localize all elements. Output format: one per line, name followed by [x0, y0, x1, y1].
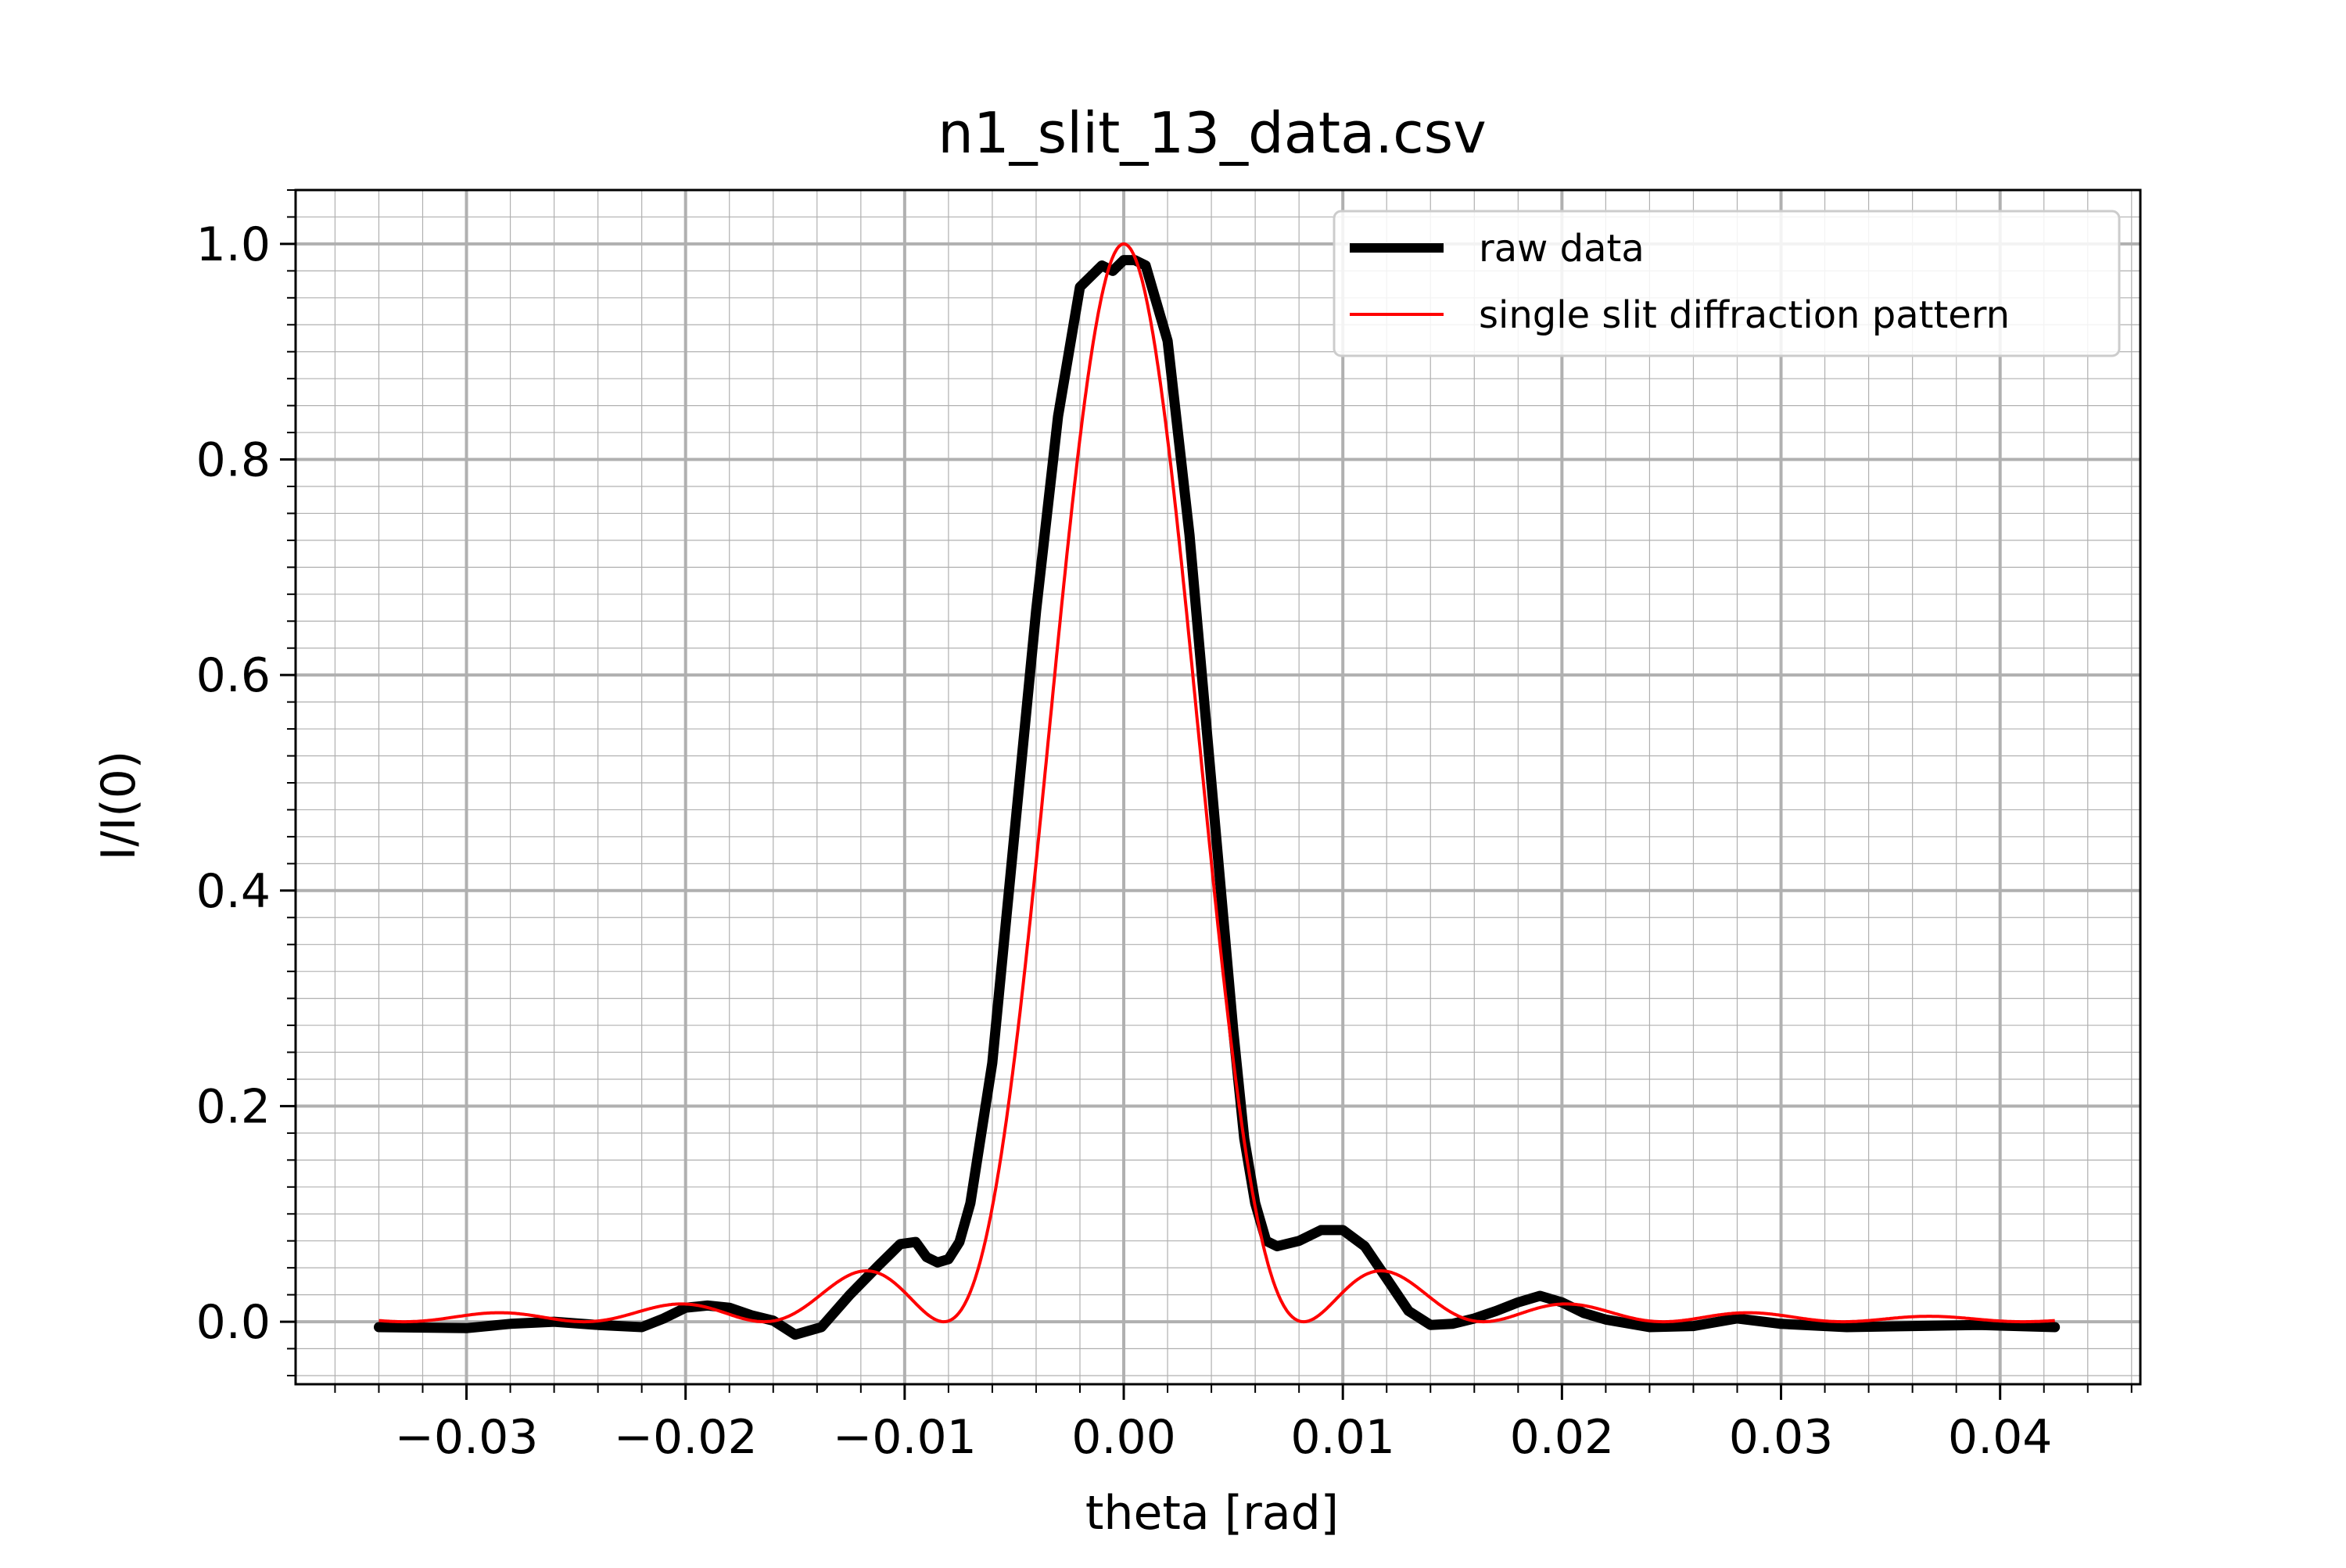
y-tick-label: 0.8	[196, 433, 271, 488]
series-raw-data-line	[374, 255, 2061, 1340]
x-tick-label: 0.04	[1948, 1410, 2053, 1465]
ticks-layer: −0.03 −0.02 −0.01 0.00 0.01 0.02 0.03 0.04 0.0 0.…	[196, 189, 2133, 1465]
plot-frame	[294, 188, 2142, 1386]
y-tick-label: 0.6	[196, 648, 271, 703]
y-tick-label: 0.0	[196, 1295, 271, 1350]
legend: raw data single slit diffraction pattern	[1333, 210, 2121, 357]
x-tick-label: −0.03	[395, 1410, 539, 1465]
x-tick-label: 0.03	[1729, 1410, 1834, 1465]
x-tick-label: 0.00	[1071, 1410, 1176, 1465]
y-axis-label: I/I(0)	[91, 751, 146, 861]
series-single-slit-fit-line	[378, 242, 2056, 1324]
legend-box	[1333, 210, 2121, 357]
x-tick-label: 0.02	[1510, 1410, 1615, 1465]
x-axis-label: theta [rad]	[1085, 1486, 1339, 1541]
x-tick-label: 0.01	[1290, 1410, 1395, 1465]
y-tick-label: 0.2	[196, 1079, 271, 1134]
legend-label: raw data	[1479, 227, 1645, 271]
chart-title: n1_slit_13_data.csv	[938, 100, 1487, 166]
x-tick-label: −0.01	[833, 1410, 977, 1465]
legend-label: single slit diffraction pattern	[1479, 293, 2010, 337]
series-layer	[374, 242, 2061, 1340]
y-tick-label: 1.0	[196, 217, 271, 272]
x-tick-label: −0.02	[614, 1410, 758, 1465]
y-tick-label: 0.4	[196, 864, 271, 919]
